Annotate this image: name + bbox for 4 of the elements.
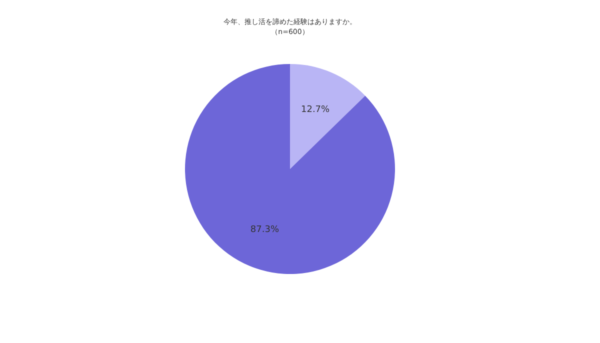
data-label: 12.7% [300, 105, 330, 116]
pie-slice [290, 64, 366, 169]
data-label: 87.3% [250, 224, 280, 235]
pie-slice [185, 64, 395, 274]
